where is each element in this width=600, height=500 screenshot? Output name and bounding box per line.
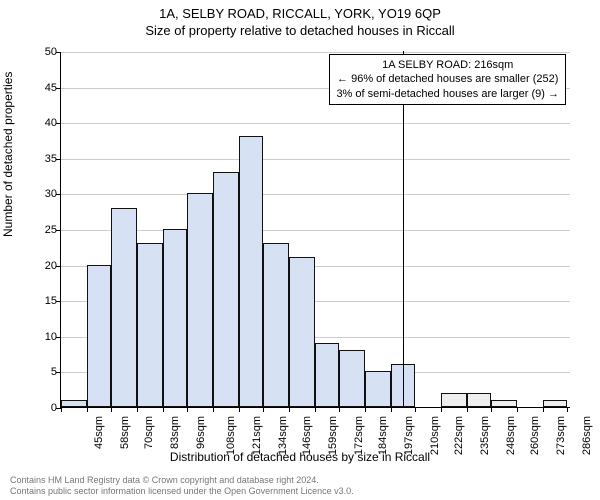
y-tick-mark — [56, 194, 61, 195]
chart-title-sub: Size of property relative to detached ho… — [0, 21, 600, 38]
annotation-box: 1A SELBY ROAD: 216sqm← 96% of detached h… — [329, 54, 566, 105]
y-tick-mark — [56, 159, 61, 160]
chart-plot-area: 0510152025303540455045sqm58sqm70sqm83sqm… — [60, 52, 570, 408]
x-tick-mark — [517, 407, 518, 412]
x-tick-label: 45sqm — [93, 416, 105, 449]
y-axis-label: Number of detached properties — [1, 72, 15, 237]
histogram-bar — [491, 400, 517, 407]
histogram-bar — [263, 243, 289, 407]
x-tick-label: 96sqm — [195, 416, 207, 449]
chart-title-main: 1A, SELBY ROAD, RICCALL, YORK, YO19 6QP — [0, 0, 600, 21]
x-tick-mark — [213, 407, 214, 412]
y-tick-mark — [56, 52, 61, 53]
x-tick-label: 58sqm — [119, 416, 131, 449]
x-tick-mark — [87, 407, 88, 412]
x-tick-mark — [339, 407, 340, 412]
histogram-bar — [289, 257, 315, 407]
x-tick-mark — [365, 407, 366, 412]
x-tick-mark — [187, 407, 188, 412]
grid-line — [61, 194, 570, 195]
histogram-bar — [543, 400, 567, 407]
x-tick-mark — [163, 407, 164, 412]
histogram-bar — [315, 343, 339, 407]
x-tick-mark — [543, 407, 544, 412]
x-tick-mark — [61, 407, 62, 412]
grid-line — [61, 159, 570, 160]
x-tick-mark — [315, 407, 316, 412]
histogram-bar — [187, 193, 213, 407]
histogram-bar — [467, 393, 491, 407]
histogram-bar — [61, 400, 87, 407]
y-tick-mark — [56, 88, 61, 89]
annotation-line: ← 96% of detached houses are smaller (25… — [336, 72, 559, 86]
x-tick-mark — [289, 407, 290, 412]
y-tick-mark — [56, 372, 61, 373]
histogram-bar — [365, 371, 391, 407]
footer-line-2: Contains public sector information licen… — [10, 486, 354, 498]
grid-line — [61, 123, 570, 124]
x-axis-label: Distribution of detached houses by size … — [0, 450, 600, 464]
annotation-line: 1A SELBY ROAD: 216sqm — [336, 58, 559, 72]
x-tick-mark — [391, 407, 392, 412]
y-tick-mark — [56, 266, 61, 267]
x-tick-mark — [111, 407, 112, 412]
x-tick-mark — [491, 407, 492, 412]
annotation-line: 3% of semi-detached houses are larger (9… — [336, 87, 559, 101]
x-tick-mark — [567, 407, 568, 412]
histogram-bar — [137, 243, 163, 407]
y-tick-mark — [56, 337, 61, 338]
footer-attribution: Contains HM Land Registry data © Crown c… — [10, 475, 354, 498]
x-tick-mark — [263, 407, 264, 412]
histogram-bar — [163, 229, 187, 407]
x-tick-mark — [467, 407, 468, 412]
x-tick-mark — [137, 407, 138, 412]
histogram-bar — [441, 393, 467, 407]
x-tick-mark — [415, 407, 416, 412]
x-tick-mark — [239, 407, 240, 412]
x-tick-label: 83sqm — [169, 416, 181, 449]
y-tick-mark — [56, 123, 61, 124]
x-tick-mark — [441, 407, 442, 412]
histogram-bar — [339, 350, 365, 407]
x-tick-label: 70sqm — [143, 416, 155, 449]
histogram-bar — [239, 136, 263, 407]
histogram-bar — [111, 208, 137, 407]
footer-line-1: Contains HM Land Registry data © Crown c… — [10, 475, 354, 487]
histogram-bar — [213, 172, 239, 407]
histogram-bar — [87, 265, 111, 407]
y-tick-mark — [56, 301, 61, 302]
y-tick-mark — [56, 230, 61, 231]
grid-line — [61, 230, 570, 231]
grid-line — [61, 52, 570, 53]
